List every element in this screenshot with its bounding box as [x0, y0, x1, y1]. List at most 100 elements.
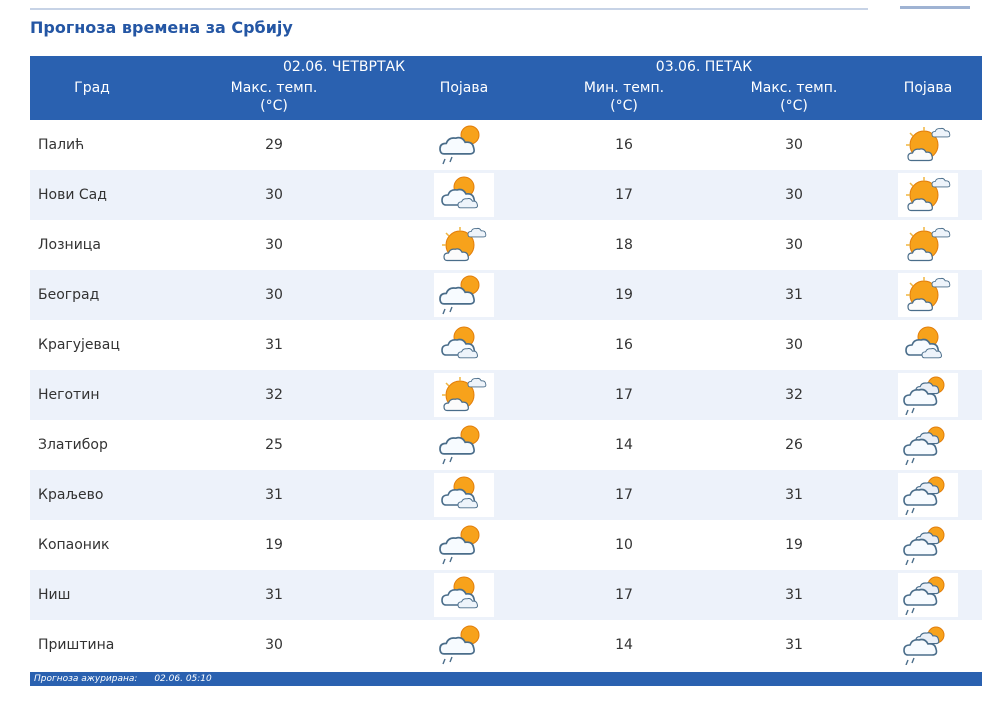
- day2-min-temp: 17: [534, 470, 714, 520]
- header-day2-min-unit: (°C): [610, 98, 638, 114]
- day2-max-temp: 31: [714, 270, 874, 320]
- day2-min-temp: 17: [534, 370, 714, 420]
- sun-cloud-light-rain-icon: [434, 273, 494, 317]
- day2-weather-cell: [874, 370, 982, 420]
- day1-weather-cell: [394, 620, 534, 670]
- city-name: Краљево: [30, 470, 154, 520]
- day2-max-temp: 31: [785, 637, 803, 653]
- mostly-sunny-icon: [898, 173, 958, 217]
- day2-min-temp: 16: [615, 137, 633, 153]
- day2-min-temp: 17: [534, 170, 714, 220]
- header-day1-phenomenon-label: Појава: [439, 80, 489, 96]
- forecast-updated-label: Прогноза ажурирана:: [34, 674, 138, 684]
- table-row: Ниш 31 17 31: [30, 570, 982, 620]
- header-day2-max-unit: (°C): [780, 98, 808, 114]
- day1-weather-cell: [394, 220, 534, 270]
- top-divider: [30, 8, 868, 10]
- city-name: Копаоник: [38, 537, 110, 553]
- city-name: Палић: [38, 137, 85, 153]
- mostly-sunny-icon: [898, 273, 958, 317]
- day2-max-temp: 26: [785, 437, 803, 453]
- partly-cloudy-icon: [434, 323, 494, 367]
- header-city-label: Град: [74, 79, 110, 96]
- day2-weather-cell: [874, 570, 982, 620]
- header-day1-date: 02.06. ЧЕТВРТАК: [282, 59, 406, 75]
- table-row: Копаоник 19 10 19: [30, 520, 982, 570]
- day1-weather-cell: [394, 520, 534, 570]
- day1-max-temp: 30: [154, 270, 394, 320]
- forecast-updated-bar: Прогноза ажурирана: 02.06. 05:10: [30, 672, 982, 686]
- city-name: Београд: [30, 270, 154, 320]
- mostly-sunny-icon: [434, 373, 494, 417]
- sun-cloud-light-rain-icon: [434, 423, 494, 467]
- sun-cloud-light-rain-icon: [434, 623, 494, 667]
- city-name: Неготин: [30, 370, 154, 420]
- day2-weather-cell: [874, 320, 982, 370]
- mostly-sunny-icon: [434, 223, 494, 267]
- day2-weather-cell: [874, 220, 982, 270]
- day1-max-temp: 31: [154, 570, 394, 620]
- day2-weather-cell: [874, 270, 982, 320]
- header-day1-phenomenon: Појава: [394, 56, 534, 120]
- day2-min-temp: 19: [534, 270, 714, 320]
- header-day2-date: 03.06. ПЕТАК: [655, 59, 753, 75]
- header-day1-max-label: Макс. темп.: [230, 80, 318, 96]
- table-header-row: Град 02.06. ЧЕТВРТАК Макс. темп. (°C) По…: [30, 56, 982, 120]
- day2-weather-cell: [874, 170, 982, 220]
- city-name: Приштина: [38, 637, 115, 653]
- day2-min-temp: 17: [534, 570, 714, 620]
- cloudy-light-rain-icon: [898, 373, 958, 417]
- day2-weather-cell: [874, 620, 982, 670]
- day2-min-temp: 18: [615, 237, 633, 253]
- day1-weather-cell: [394, 570, 534, 620]
- day1-max-temp: 30: [265, 637, 283, 653]
- day1-weather-cell: [394, 120, 534, 170]
- day1-max-temp: 19: [265, 537, 283, 553]
- day2-max-temp: 30: [785, 237, 803, 253]
- day2-weather-cell: [874, 120, 982, 170]
- city-name: Лозница: [38, 237, 101, 253]
- day1-max-temp: 29: [265, 137, 283, 153]
- partly-cloudy-icon: [434, 173, 494, 217]
- day2-min-temp: 16: [615, 337, 633, 353]
- cloudy-light-rain-icon: [898, 523, 958, 567]
- day1-weather-cell: [394, 270, 534, 320]
- day1-weather-cell: [394, 470, 534, 520]
- forecast-updated-value: 02.06. 05:10: [154, 674, 212, 684]
- partly-cloudy-icon: [898, 323, 958, 367]
- day1-max-temp: 25: [265, 437, 283, 453]
- day2-max-temp: 32: [714, 370, 874, 420]
- day1-weather-cell: [394, 320, 534, 370]
- table-row: Неготин 32 17 32: [30, 370, 982, 420]
- table-row: Нови Сад 30 17 30: [30, 170, 982, 220]
- day2-max-temp: 31: [714, 570, 874, 620]
- day2-weather-cell: [874, 520, 982, 570]
- cloudy-light-rain-icon: [898, 423, 958, 467]
- forecast-table: Град 02.06. ЧЕТВРТАК Макс. темп. (°C) По…: [30, 56, 982, 670]
- table-row: Палић 29 16 30: [30, 120, 982, 170]
- header-city: Град: [30, 56, 154, 120]
- day1-weather-cell: [394, 370, 534, 420]
- city-name: Златибор: [38, 437, 108, 453]
- day2-min-temp: 14: [615, 637, 633, 653]
- day2-max-temp: 30: [714, 170, 874, 220]
- day2-min-temp: 10: [615, 537, 633, 553]
- table-row: Крагујевац 31 16 30: [30, 320, 982, 370]
- day2-weather-cell: [874, 420, 982, 470]
- cloudy-light-rain-icon: [898, 473, 958, 517]
- day2-max-temp: 19: [785, 537, 803, 553]
- page-title: Прогноза времена за Србију: [30, 18, 293, 37]
- day1-max-temp: 31: [265, 337, 283, 353]
- sun-cloud-light-rain-icon: [434, 123, 494, 167]
- header-day1-max-unit: (°C): [260, 98, 288, 114]
- day1-max-temp: 32: [154, 370, 394, 420]
- table-row: Приштина 30 14 31: [30, 620, 982, 670]
- day2-max-temp: 31: [714, 470, 874, 520]
- header-day2-min-label: Мин. темп.: [583, 80, 665, 96]
- day2-max-temp: 30: [785, 337, 803, 353]
- header-day2-min: 03.06. ПЕТАК Мин. темп. (°C): [534, 56, 752, 120]
- partly-cloudy-icon: [434, 473, 494, 517]
- day1-weather-cell: [394, 420, 534, 470]
- header-day2-max: Макс. темп. (°C): [714, 56, 874, 120]
- day2-weather-cell: [874, 470, 982, 520]
